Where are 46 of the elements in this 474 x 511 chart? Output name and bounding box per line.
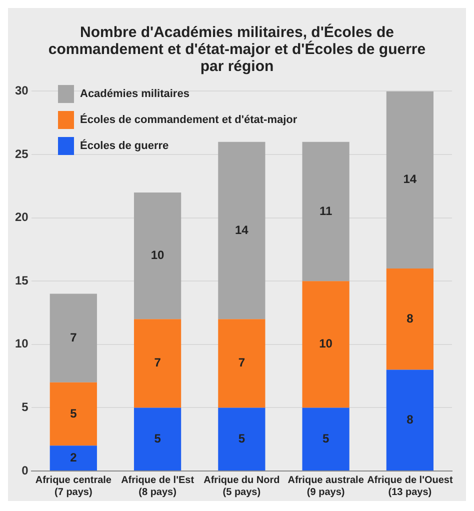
data-label: 7	[70, 330, 78, 344]
y-tick-label: 0	[22, 463, 29, 478]
y-tick-label: 30	[14, 84, 29, 98]
y-tick-label: 20	[14, 210, 29, 224]
chart-title: Nombre d'Académies militaires, d'Écoles de commandement et d'état-major et d'Écoles de guerre par région	[47, 22, 427, 77]
data-label: 2	[70, 450, 78, 464]
y-tick-label: 15	[14, 273, 29, 288]
data-label: 14	[403, 172, 417, 186]
bar	[386, 370, 434, 470]
bar	[50, 294, 97, 382]
data-label: 5	[70, 406, 78, 420]
bar	[302, 142, 350, 282]
legend-label: Académies militaires	[80, 88, 190, 100]
bar	[302, 408, 350, 470]
data-label: 10	[150, 248, 165, 262]
x-tick-label: Afrique du Nord (5 pays)	[204, 474, 280, 498]
bar	[302, 281, 350, 408]
data-label: 8	[406, 412, 414, 426]
x-tick-label: Afrique centrale (7 pays)	[35, 474, 112, 498]
bar	[134, 319, 182, 408]
bar	[50, 446, 97, 470]
data-label: 7	[238, 356, 246, 370]
y-tick-label: 10	[14, 336, 29, 351]
x-tick-label: Afrique australe (9 pays)	[288, 474, 364, 498]
bar	[218, 142, 266, 320]
data-label: 14	[234, 222, 249, 237]
bar	[386, 91, 434, 268]
legend-label: Écoles de guerre	[80, 140, 169, 152]
x-tick-label: Afrique de l'Ouest (13 pays)	[367, 474, 454, 498]
data-label: 11	[319, 204, 332, 218]
data-label: 5	[238, 431, 246, 446]
bar	[218, 319, 266, 408]
data-label: 5	[322, 431, 330, 446]
data-label: 5	[154, 431, 162, 446]
data-label: 10	[319, 336, 333, 351]
y-tick-label: 5	[22, 400, 29, 414]
bar	[218, 408, 266, 470]
bar	[50, 382, 97, 446]
bar	[134, 408, 182, 470]
data-label: 7	[154, 356, 162, 370]
data-label: 8	[406, 311, 414, 326]
bar	[134, 192, 182, 320]
x-tick-label: Afrique de l'Est (8 pays)	[121, 474, 195, 498]
bar	[386, 268, 434, 370]
y-tick-label: 25	[14, 146, 29, 161]
legend-label: Écoles de commandement et d'état-major	[80, 114, 298, 126]
